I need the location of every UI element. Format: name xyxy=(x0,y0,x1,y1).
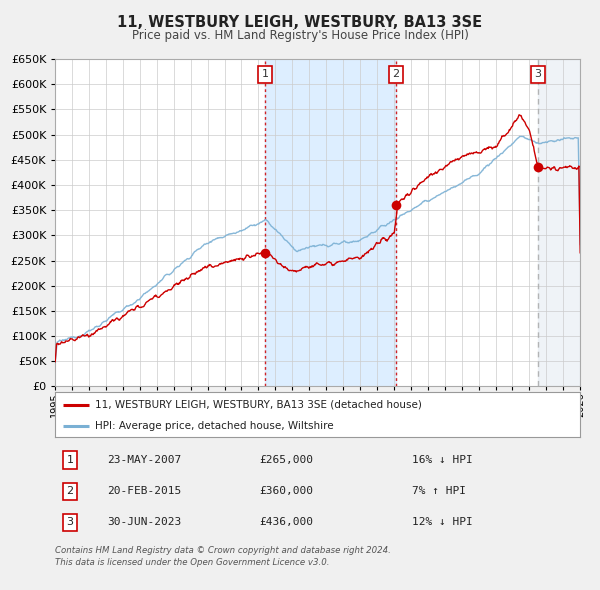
Text: 1: 1 xyxy=(262,69,268,79)
Text: 16% ↓ HPI: 16% ↓ HPI xyxy=(412,455,473,465)
Text: £436,000: £436,000 xyxy=(259,517,313,527)
Text: £265,000: £265,000 xyxy=(259,455,313,465)
Text: 20-FEB-2015: 20-FEB-2015 xyxy=(107,486,182,496)
Text: 11, WESTBURY LEIGH, WESTBURY, BA13 3SE: 11, WESTBURY LEIGH, WESTBURY, BA13 3SE xyxy=(118,15,482,30)
Text: Contains HM Land Registry data © Crown copyright and database right 2024.: Contains HM Land Registry data © Crown c… xyxy=(55,546,391,555)
Text: HPI: Average price, detached house, Wiltshire: HPI: Average price, detached house, Wilt… xyxy=(95,421,333,431)
Text: 3: 3 xyxy=(67,517,73,527)
Text: 11, WESTBURY LEIGH, WESTBURY, BA13 3SE (detached house): 11, WESTBURY LEIGH, WESTBURY, BA13 3SE (… xyxy=(95,400,421,409)
Bar xyxy=(265,59,396,386)
Text: 2: 2 xyxy=(392,69,400,79)
Text: Price paid vs. HM Land Registry's House Price Index (HPI): Price paid vs. HM Land Registry's House … xyxy=(131,30,469,42)
Text: 1: 1 xyxy=(67,455,73,465)
Bar xyxy=(538,59,580,386)
Text: 3: 3 xyxy=(535,69,541,79)
Text: This data is licensed under the Open Government Licence v3.0.: This data is licensed under the Open Gov… xyxy=(55,558,330,566)
Text: 23-MAY-2007: 23-MAY-2007 xyxy=(107,455,182,465)
Text: 2: 2 xyxy=(67,486,73,496)
Text: 30-JUN-2023: 30-JUN-2023 xyxy=(107,517,182,527)
Text: £360,000: £360,000 xyxy=(259,486,313,496)
Text: 7% ↑ HPI: 7% ↑ HPI xyxy=(412,486,466,496)
Text: 12% ↓ HPI: 12% ↓ HPI xyxy=(412,517,473,527)
